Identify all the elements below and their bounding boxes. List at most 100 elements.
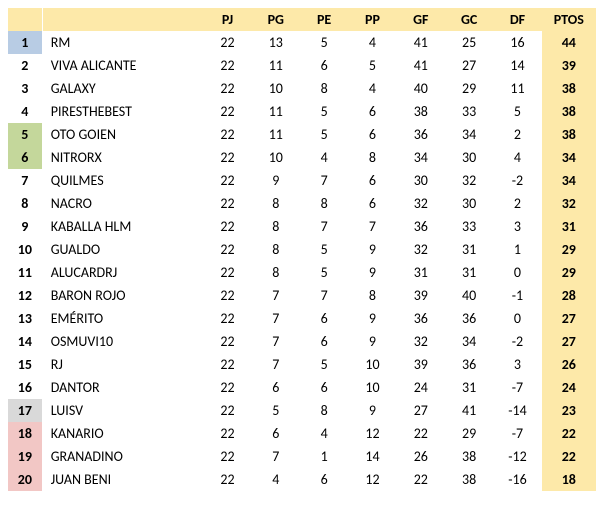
cell-team: OTO GOIEN (42, 123, 203, 146)
cell-ptos: 38 (542, 123, 596, 146)
cell-pg: 11 (252, 123, 300, 146)
cell-pg: 7 (252, 353, 300, 376)
cell-gf: 31 (397, 261, 445, 284)
cell-gc: 30 (445, 146, 493, 169)
cell-pj: 22 (203, 238, 251, 261)
cell-df: 16 (493, 31, 541, 54)
cell-pp: 9 (348, 238, 396, 261)
cell-pp: 10 (348, 353, 396, 376)
cell-pe: 5 (300, 353, 348, 376)
table-row: 6NITRORX2210483430434 (8, 146, 596, 169)
table-row: 4PIRESTHEBEST2211563833538 (8, 100, 596, 123)
cell-ptos: 29 (542, 261, 596, 284)
cell-rank: 6 (8, 146, 42, 169)
cell-pj: 22 (203, 123, 251, 146)
cell-gc: 29 (445, 77, 493, 100)
cell-team: KABALLA HLM (42, 215, 203, 238)
col-gf: GF (397, 8, 445, 31)
table-row: 11ALUCARDRJ228593131029 (8, 261, 596, 284)
cell-pj: 22 (203, 307, 251, 330)
cell-pe: 7 (300, 284, 348, 307)
cell-df: -16 (493, 468, 541, 491)
cell-pe: 4 (300, 422, 348, 445)
cell-pp: 9 (348, 261, 396, 284)
col-team (42, 8, 203, 31)
cell-team: KANARIO (42, 422, 203, 445)
table-row: 2VIVA ALICANTE22116541271439 (8, 54, 596, 77)
cell-pj: 22 (203, 100, 251, 123)
cell-pg: 7 (252, 307, 300, 330)
cell-pj: 22 (203, 261, 251, 284)
cell-pj: 22 (203, 445, 251, 468)
cell-df: -1 (493, 284, 541, 307)
cell-df: 1 (493, 238, 541, 261)
cell-gc: 36 (445, 307, 493, 330)
cell-df: 14 (493, 54, 541, 77)
cell-ptos: 27 (542, 330, 596, 353)
cell-pj: 22 (203, 169, 251, 192)
cell-df: -2 (493, 169, 541, 192)
cell-rank: 4 (8, 100, 42, 123)
cell-pg: 8 (252, 238, 300, 261)
cell-df: -14 (493, 399, 541, 422)
cell-pg: 8 (252, 215, 300, 238)
col-pe: PE (300, 8, 348, 31)
cell-df: -2 (493, 330, 541, 353)
cell-team: BARON ROJO (42, 284, 203, 307)
cell-pg: 6 (252, 376, 300, 399)
cell-gc: 41 (445, 399, 493, 422)
cell-gc: 31 (445, 238, 493, 261)
cell-pp: 6 (348, 169, 396, 192)
cell-rank: 5 (8, 123, 42, 146)
cell-pe: 7 (300, 169, 348, 192)
cell-pe: 5 (300, 261, 348, 284)
cell-ptos: 39 (542, 54, 596, 77)
cell-df: 0 (493, 261, 541, 284)
cell-ptos: 44 (542, 31, 596, 54)
cell-rank: 13 (8, 307, 42, 330)
cell-pj: 22 (203, 146, 251, 169)
cell-gf: 30 (397, 169, 445, 192)
cell-pe: 6 (300, 468, 348, 491)
cell-rank: 20 (8, 468, 42, 491)
cell-rank: 17 (8, 399, 42, 422)
cell-gf: 34 (397, 146, 445, 169)
cell-pe: 5 (300, 31, 348, 54)
cell-ptos: 31 (542, 215, 596, 238)
cell-ptos: 34 (542, 146, 596, 169)
cell-gf: 24 (397, 376, 445, 399)
col-pp: PP (348, 8, 396, 31)
cell-pe: 8 (300, 192, 348, 215)
cell-gc: 40 (445, 284, 493, 307)
table-row: 14OSMUVI10227693234-227 (8, 330, 596, 353)
cell-ptos: 34 (542, 169, 596, 192)
standings-table: PJ PG PE PP GF GC DF PTOS 1RM22135441251… (8, 8, 596, 491)
cell-ptos: 18 (542, 468, 596, 491)
cell-pp: 4 (348, 77, 396, 100)
cell-pj: 22 (203, 353, 251, 376)
cell-gf: 22 (397, 468, 445, 491)
table-row: 1RM22135441251644 (8, 31, 596, 54)
cell-pp: 12 (348, 422, 396, 445)
cell-gf: 36 (397, 215, 445, 238)
cell-gf: 36 (397, 123, 445, 146)
cell-gf: 36 (397, 307, 445, 330)
cell-pp: 6 (348, 100, 396, 123)
cell-ptos: 29 (542, 238, 596, 261)
cell-pp: 6 (348, 123, 396, 146)
cell-gc: 32 (445, 169, 493, 192)
cell-pp: 9 (348, 307, 396, 330)
cell-rank: 19 (8, 445, 42, 468)
cell-gc: 34 (445, 330, 493, 353)
cell-pg: 11 (252, 100, 300, 123)
cell-pg: 8 (252, 192, 300, 215)
cell-pj: 22 (203, 54, 251, 77)
cell-pj: 22 (203, 215, 251, 238)
cell-team: GALAXY (42, 77, 203, 100)
cell-rank: 11 (8, 261, 42, 284)
cell-ptos: 38 (542, 100, 596, 123)
table-row: 9KABALLA HLM228773633331 (8, 215, 596, 238)
cell-team: ALUCARDRJ (42, 261, 203, 284)
cell-pp: 4 (348, 31, 396, 54)
header-row: PJ PG PE PP GF GC DF PTOS (8, 8, 596, 31)
